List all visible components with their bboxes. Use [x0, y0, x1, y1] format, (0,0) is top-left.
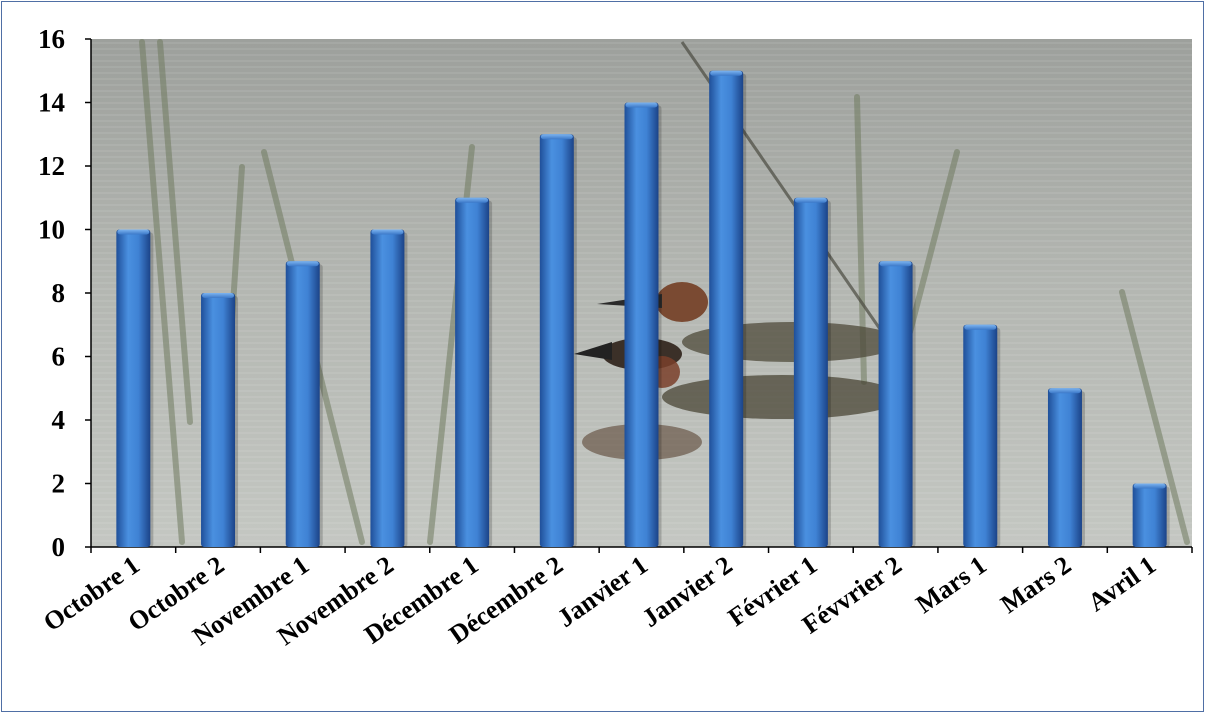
bar-body [455, 197, 490, 547]
bar-top [202, 293, 235, 298]
bar-top [1048, 388, 1081, 394]
bar [285, 261, 323, 547]
y-tick-label: 8 [52, 278, 66, 308]
bar-body [201, 293, 236, 547]
bar [878, 261, 916, 547]
bar-top [456, 197, 489, 203]
bar-top [371, 229, 404, 235]
bar-top [625, 102, 658, 108]
bar-body [539, 134, 574, 547]
bar [116, 229, 154, 547]
bar [370, 229, 408, 547]
x-tick-label: Janvier 1 [552, 550, 653, 633]
bar [539, 134, 577, 547]
x-tick-label: Janvier 2 [637, 550, 738, 633]
bar [1047, 388, 1085, 547]
bar-body [285, 261, 320, 547]
y-tick-label: 6 [52, 342, 66, 372]
bar [201, 293, 239, 547]
bar-body [1132, 483, 1167, 547]
bar-body [793, 197, 828, 547]
y-tick-label: 14 [38, 88, 65, 118]
bar-top [117, 229, 150, 235]
bar-body [1047, 388, 1082, 547]
y-axis-ticks: 0 2 4 6 8 10 12 14 16 [38, 24, 91, 562]
bar-top [286, 261, 319, 267]
bar-body [370, 229, 405, 547]
bar-top [879, 261, 912, 267]
bar-top [540, 134, 573, 140]
bars [116, 70, 1170, 547]
bar [709, 70, 747, 547]
bar-top [794, 197, 827, 203]
bar-body [878, 261, 913, 547]
y-tick-label: 16 [38, 24, 65, 54]
bar-body [963, 324, 998, 547]
x-tick-label: Octobre 1 [38, 550, 145, 637]
bar-body [624, 102, 659, 547]
bar-top [710, 70, 743, 76]
x-tick-label: Avril 1 [1083, 550, 1161, 617]
y-tick-label: 0 [52, 532, 66, 562]
bar [1132, 483, 1170, 547]
bar [624, 102, 662, 547]
bar-top [1133, 483, 1166, 489]
y-tick-label: 12 [38, 151, 65, 181]
x-tick-label: Mars 1 [911, 550, 992, 619]
y-tick-label: 10 [38, 215, 65, 245]
y-tick-label: 4 [52, 405, 66, 435]
bar-body [709, 70, 744, 547]
x-tick-label: Mars 2 [995, 550, 1076, 619]
y-tick-label: 2 [52, 469, 66, 499]
bar [793, 197, 831, 547]
bar [963, 324, 1001, 547]
bar-body [116, 229, 151, 547]
bar-top [964, 324, 997, 330]
bar [455, 197, 493, 547]
